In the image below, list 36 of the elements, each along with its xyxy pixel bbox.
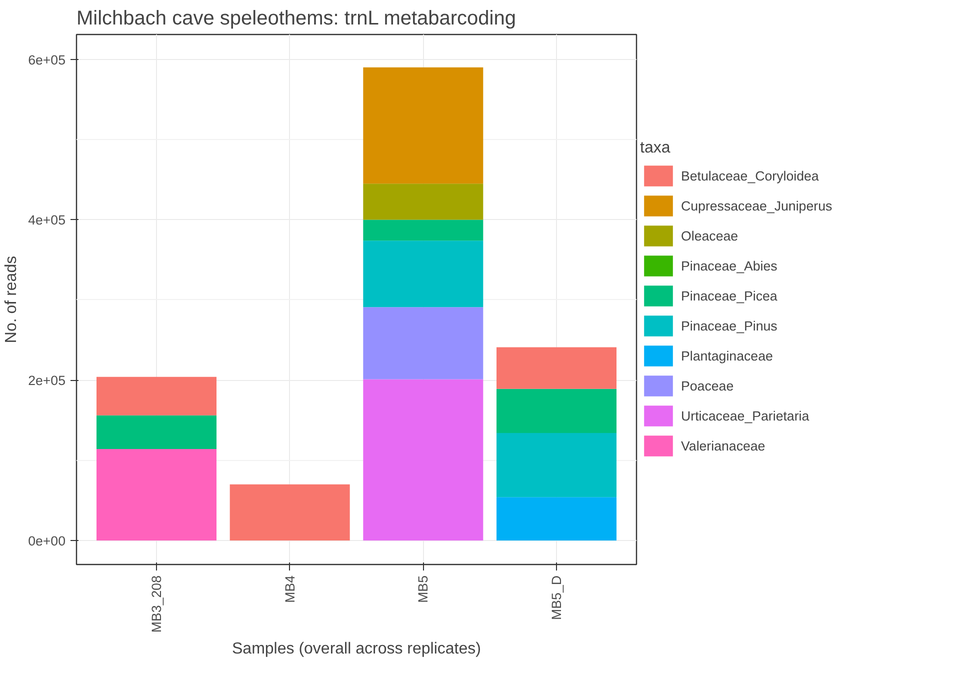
legend-label: Urticaceae_Parietaria — [681, 408, 810, 423]
legend-label: Valerianaceae — [681, 438, 766, 453]
bar — [363, 184, 484, 220]
y-tick-label: 4e+05 — [28, 212, 66, 228]
bar — [496, 497, 616, 540]
bar — [96, 449, 216, 540]
legend-label: Betulaceae_Coryloidea — [681, 168, 819, 183]
legend-label: Oleaceae — [681, 228, 738, 243]
y-tick-label: 6e+05 — [28, 52, 66, 68]
x-tick-label: MB4 — [282, 574, 298, 603]
legend-label: Pinaceae_Pinus — [681, 318, 778, 333]
legend-label: Pinaceae_Abies — [681, 258, 778, 273]
bar — [363, 220, 484, 241]
y-axis-title: No. of reads — [3, 256, 20, 344]
x-tick-label: MB3_208 — [149, 575, 164, 633]
x-axis-title: Samples (overall across replicates) — [232, 640, 481, 658]
bar — [96, 376, 216, 416]
legend-label: Poaceae — [681, 378, 734, 393]
x-tick-label: MB5 — [416, 576, 431, 603]
y-tick-label: 0e+00 — [28, 533, 66, 548]
bar — [363, 307, 484, 380]
legend-label: Plantaginaceae — [681, 348, 773, 363]
chart-title: Milchbach cave speleothems: trnL metabarcoding — [76, 8, 516, 30]
legend-label: Pinaceae_Picea — [681, 288, 778, 303]
legend-label: Cupressaceae_Juniperus — [681, 198, 832, 213]
bar — [496, 388, 616, 433]
bar — [363, 67, 484, 184]
bar — [496, 433, 616, 498]
bar — [96, 415, 216, 450]
x-tick-label: MB5_D — [549, 575, 564, 620]
bar — [230, 484, 350, 540]
bar — [363, 240, 484, 308]
y-tick-label: 2e+05 — [28, 373, 66, 388]
legend-title: taxa — [640, 140, 672, 158]
bar — [496, 347, 616, 389]
bar — [363, 379, 484, 540]
